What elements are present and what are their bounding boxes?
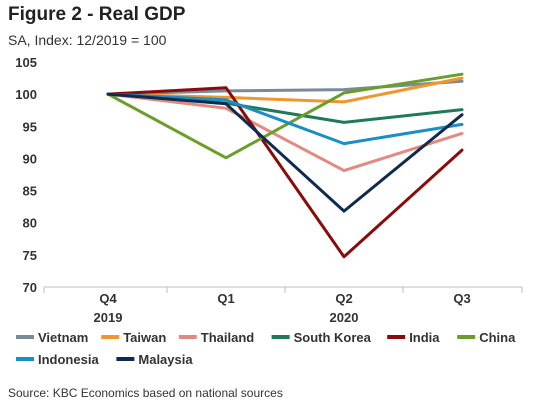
- series-line-china: [106, 72, 464, 160]
- x-tick-label: Q2: [335, 291, 352, 306]
- y-tick-label: 85: [23, 184, 37, 199]
- series-line-vietnam: [106, 79, 464, 96]
- series-line-indonesia: [106, 92, 464, 146]
- x-tick-label: Q1: [217, 291, 234, 306]
- x-year-label: 2019: [94, 310, 123, 325]
- source-note: Source: KBC Economics based on national …: [8, 386, 283, 400]
- legend-label-thailand: Thailand: [201, 330, 255, 345]
- legend-label-india: India: [409, 330, 440, 345]
- legend-label-malaysia: Malaysia: [138, 352, 193, 367]
- legend-label-taiwan: Taiwan: [123, 330, 166, 345]
- legend-label-china: China: [479, 330, 516, 345]
- y-tick-label: 105: [15, 55, 37, 70]
- legend-label-vietnam: Vietnam: [38, 330, 88, 345]
- y-tick-label: 100: [15, 87, 37, 102]
- y-tick-label: 75: [23, 248, 37, 263]
- y-tick-label: 80: [23, 216, 37, 231]
- x-tick-label: Q3: [453, 291, 470, 306]
- y-tick-label: 70: [23, 280, 37, 295]
- chart-title: Figure 2 - Real GDP: [8, 4, 186, 25]
- legend-label-indonesia: Indonesia: [38, 352, 99, 367]
- series-line-thailand: [106, 92, 464, 173]
- series-line-india: [106, 86, 464, 259]
- y-tick-label: 90: [23, 151, 37, 166]
- y-tick-label: 95: [23, 119, 37, 134]
- legend-label-south-korea: South Korea: [294, 330, 372, 345]
- chart-subtitle: SA, Index: 12/2019 = 100: [8, 32, 167, 48]
- x-year-label: 2020: [330, 310, 359, 325]
- series-line-malaysia: [106, 92, 464, 213]
- x-tick-label: Q4: [99, 291, 117, 306]
